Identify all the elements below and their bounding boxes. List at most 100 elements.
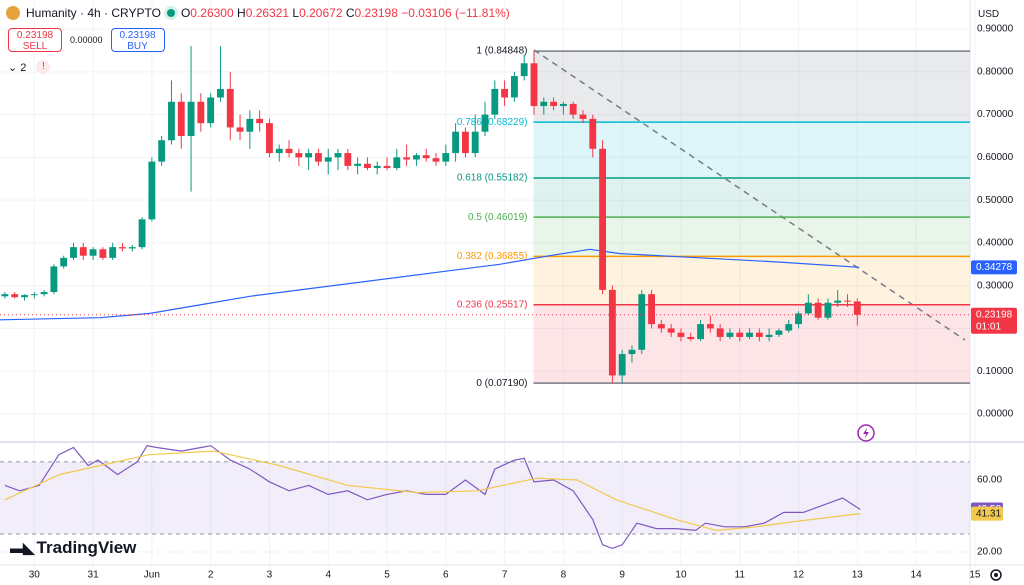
- indicator-toggle: ⌄ 2 !: [8, 60, 51, 74]
- candle-body: [736, 332, 744, 337]
- candle-body: [324, 157, 332, 162]
- candle-body: [628, 349, 636, 355]
- candle-body: [677, 332, 685, 337]
- ohlc: O0.26300 H0.26321 L0.20672 C0.23198 −0.0…: [181, 6, 510, 20]
- candle-body: [89, 249, 97, 256]
- candle-body: [403, 157, 411, 160]
- candle-body: [687, 336, 695, 340]
- candle-body: [148, 161, 156, 220]
- y-tick-label: 20.00: [977, 547, 1002, 558]
- candle-body: [461, 131, 469, 154]
- indicator-count[interactable]: ⌄ 2: [8, 61, 27, 74]
- candle-body: [11, 294, 19, 298]
- y-tick-label: 0.60000: [977, 152, 1014, 163]
- rsi-band: [0, 461, 970, 535]
- change: −0.03106 (−11.81%): [401, 6, 510, 20]
- y-tick-label: 0.90000: [977, 24, 1014, 35]
- x-tick-label: 11: [735, 570, 746, 581]
- y-tick-label: 0.00000: [977, 409, 1014, 420]
- candle-body: [589, 118, 597, 149]
- price-tag-label: 0.23198: [976, 309, 1013, 320]
- candle-body: [21, 295, 28, 298]
- candle-body: [128, 247, 136, 249]
- candle-body: [432, 158, 440, 162]
- fib-zone: [533, 51, 970, 123]
- fib-label: 0.618 (0.55182): [457, 173, 528, 184]
- x-tick-label: 2: [208, 570, 214, 581]
- candle-body: [785, 324, 793, 331]
- brand-logo: ▬◣: [10, 540, 35, 557]
- ohlc-value: 0.20672: [299, 6, 343, 20]
- candle-body: [119, 247, 126, 249]
- candle-body: [608, 289, 616, 376]
- x-tick-label: 31: [88, 570, 100, 581]
- x-tick-label: Jun: [144, 570, 160, 581]
- ohlc-value: 0.26321: [245, 6, 290, 20]
- candle-body: [716, 328, 724, 337]
- ohlc-value: 0.23198: [354, 6, 398, 20]
- candle-body: [559, 103, 567, 107]
- candle-body: [452, 131, 460, 154]
- currency[interactable]: USD: [978, 9, 1000, 20]
- candle-body: [569, 103, 577, 115]
- warning-icon[interactable]: !: [36, 60, 51, 74]
- candle-body: [236, 127, 244, 132]
- settings-icon[interactable]: [990, 569, 1002, 581]
- y-tick-label: 0.40000: [977, 238, 1014, 249]
- candle-body: [579, 114, 587, 119]
- alert-icon[interactable]: [857, 424, 875, 442]
- candle-body: [187, 101, 195, 136]
- x-tick-label: 15: [969, 570, 981, 581]
- buy-button[interactable]: 0.23198 BUY: [110, 28, 165, 52]
- candle-body: [79, 247, 87, 256]
- candle-body: [775, 330, 783, 335]
- symbol-header: Humanity · 4h · CRYPTO O0.26300 H0.26321…: [6, 6, 510, 20]
- market-status: [166, 9, 175, 17]
- fib-label: 0 (0.07190): [476, 378, 527, 389]
- symbol-logo: [6, 6, 20, 20]
- fib-zone: [533, 304, 970, 384]
- candle-body: [226, 88, 234, 128]
- candle-body: [530, 63, 538, 107]
- candle-body: [383, 165, 391, 169]
- candle-body: [834, 300, 842, 303]
- brand-name: TradingView: [36, 538, 137, 557]
- ohlc-value: 0.26300: [190, 6, 234, 20]
- ohlc-label: L: [292, 6, 300, 20]
- brand: ▬◣ TradingView: [10, 538, 136, 558]
- ohlc-label: O: [180, 6, 191, 20]
- candle-body: [30, 294, 38, 296]
- x-tick-label: 14: [911, 570, 923, 581]
- candle-body: [697, 324, 704, 340]
- candle-body: [275, 148, 283, 154]
- value-tag-label: 41.31: [976, 508, 1001, 519]
- candle-body: [285, 148, 293, 154]
- value-tag: [971, 506, 1003, 521]
- candle-body: [746, 332, 753, 337]
- buy-price: 0.23198: [119, 30, 156, 41]
- price-tag-label: 0.34278: [976, 262, 1013, 273]
- candle-body: [814, 302, 822, 318]
- candle-body: [393, 157, 401, 169]
- candle-body: [373, 165, 381, 169]
- x-tick-label: 8: [561, 570, 567, 581]
- x-tick-label: 4: [325, 570, 331, 581]
- candle-body: [177, 101, 185, 136]
- plot-layer: [0, 0, 976, 565]
- y-tick-label: 0.80000: [977, 66, 1014, 77]
- trend-line: [533, 49, 966, 341]
- x-tick-label: 3: [267, 570, 273, 581]
- symbol[interactable]: Humanity · 4h · CRYPTO: [26, 6, 161, 20]
- sell-button[interactable]: 0.23198 SELL: [8, 28, 62, 52]
- candle-body: [363, 163, 371, 169]
- rsi-line: [4, 450, 861, 532]
- candle-body: [618, 354, 626, 376]
- candle-body: [70, 247, 77, 258]
- countdown: 01:01: [976, 321, 1001, 332]
- candle-body: [217, 88, 224, 98]
- buy-label: BUY: [127, 41, 148, 52]
- candle-body: [481, 114, 489, 132]
- candle-body: [305, 153, 313, 158]
- candle-body: [256, 118, 264, 124]
- y-tick-label: 0.10000: [977, 366, 1014, 377]
